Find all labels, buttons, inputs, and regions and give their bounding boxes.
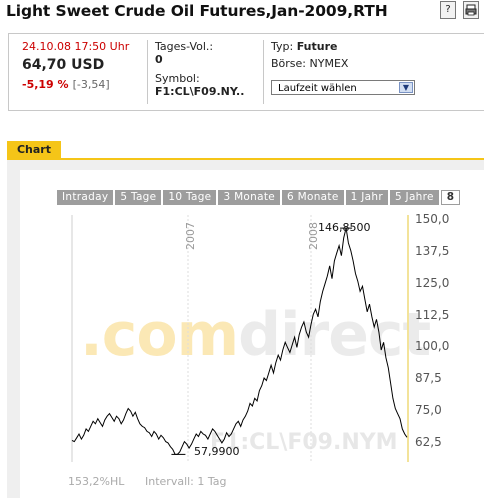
tab-10-days[interactable]: 10 Tage [163, 190, 217, 205]
divider [263, 40, 264, 104]
change-percent: -5,19 % [22, 78, 69, 91]
volume-value: 0 [155, 53, 163, 66]
tab-1-year[interactable]: 1 Jahr [345, 190, 388, 205]
tab-5-years[interactable]: 5 Jahre [389, 190, 439, 205]
change-absolute: [-3,54] [72, 78, 110, 91]
tab-chart[interactable]: Chart [7, 141, 61, 159]
price-line [71, 227, 408, 455]
tab-3-months[interactable]: 3 Monate [218, 190, 281, 205]
footer-interval: Intervall: 1 Tag [145, 475, 227, 488]
page-title: Light Sweet Crude Oil Futures,Jan-2009,R… [6, 2, 388, 20]
y-tick-label: 150,0 [415, 212, 450, 227]
watermark-symbol: F1:CL\F09.NYM [210, 430, 398, 455]
help-icon[interactable]: ? [440, 1, 456, 19]
y-tick-label: 125,0 [415, 275, 450, 290]
tab-max[interactable]: 8 [440, 190, 461, 205]
type-column: Typ: Future Börse: NYMEX [271, 40, 348, 70]
tab-5-days[interactable]: 5 Tage [115, 190, 162, 205]
last-price: 64,70 USD [22, 57, 105, 73]
footer-range: 153,2%HL [68, 475, 125, 488]
timestamp: 24.10.08 17:50 Uhr [22, 40, 130, 53]
watermark-logo: .comdirect [80, 300, 431, 370]
change: -5,19 % [-3,54] [22, 78, 129, 91]
divider [147, 40, 148, 104]
quote-box: 24.10.08 17:50 Uhr 64,70 USD -5,19 % [-3,… [8, 33, 484, 111]
tab-underline [7, 158, 484, 160]
type-value: Future [296, 40, 338, 53]
price-column: 24.10.08 17:50 Uhr 64,70 USD -5,19 % [-3,… [22, 40, 129, 91]
chart-area [20, 170, 484, 498]
symbol-value: F1:CL\F09.NY.. [155, 85, 245, 98]
y-tick-label: 100,0 [415, 339, 450, 354]
y-tick-label: 112,5 [415, 307, 450, 322]
tab-6-months[interactable]: 6 Monate [282, 190, 344, 205]
low-annotation: 57,9900 [194, 445, 240, 458]
type-label: Typ: [271, 40, 294, 53]
volume-label: Tages-Vol.: [155, 40, 214, 53]
volume-column: Tages-Vol.: 0 Symbol: F1:CL\F09.NY.. [155, 40, 244, 98]
y-tick-label: 137,5 [415, 243, 450, 258]
print-icon[interactable] [463, 1, 479, 19]
maturity-select[interactable]: Laufzeit wählen ▼ [271, 80, 415, 95]
exchange-value: NYMEX [309, 57, 349, 70]
exchange-label: Börse: [271, 57, 307, 70]
tab-intraday[interactable]: Intraday [57, 190, 114, 205]
maturity-select-value: Laufzeit wählen [278, 83, 357, 94]
high-annotation: 146,8500 [318, 221, 371, 234]
chevron-down-icon[interactable]: ▼ [399, 82, 413, 93]
x-tick-label: 2007 [184, 222, 197, 250]
symbol-label: Symbol: [155, 72, 200, 85]
y-tick-label: 75,0 [415, 403, 442, 418]
range-tabs: Intraday 5 Tage 10 Tage 3 Monate 6 Monat… [57, 190, 462, 206]
y-tick-label: 87,5 [415, 371, 442, 386]
y-tick-label: 62,5 [415, 434, 442, 449]
